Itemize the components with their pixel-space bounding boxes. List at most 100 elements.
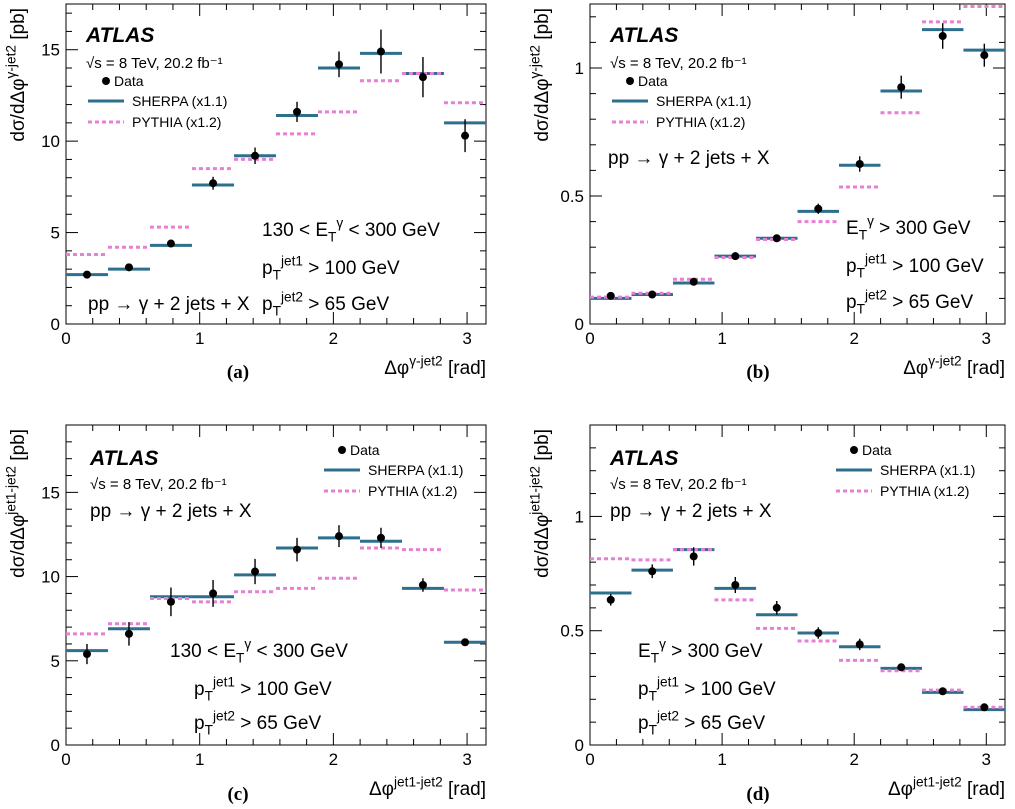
cut-annotation: pTjet2 > 65 GeV (262, 289, 389, 318)
y-tick-label: 1 (575, 507, 584, 526)
data-point (855, 160, 864, 168)
legend-data-label: Data (114, 73, 144, 89)
data-point (689, 552, 698, 561)
panel-caption: (a) (227, 362, 249, 383)
x-tick-label: 2 (849, 329, 858, 348)
x-axis-title: Δφγ-jet2 [rad] (384, 353, 486, 379)
y-tick-label: 0 (51, 736, 60, 755)
cut-annotation: pTjet1 > 100 GeV (194, 674, 332, 703)
y-tick-label: 1 (575, 59, 584, 78)
y-axis-title: dσ/dΔφγ-jet2 [pb] (3, 8, 29, 142)
legend-data-label: Data (350, 442, 380, 458)
panel-caption: (b) (746, 362, 769, 383)
y-tick-label: 0.5 (560, 187, 584, 206)
legend-pythia-label: PYTHIA (x1.2) (656, 114, 745, 130)
energy-label: √s = 8 TeV, 20.2 fb⁻¹ (610, 476, 747, 493)
data-point (124, 629, 133, 638)
data-point (251, 567, 260, 576)
data-point (166, 597, 175, 606)
panel-caption: (d) (746, 784, 769, 805)
data-point (418, 73, 427, 82)
y-axis-title: dσ/dΔφjet1-jet2 [pb] (527, 429, 553, 578)
chart-panel-a: 0 1 2 3 0 5 10 15 ATLAS √s = 8 TeV, 20.2 fb⁻¹Data… (3, 3, 487, 383)
y-tick-label: 15 (41, 483, 60, 502)
cut-annotation: pp → γ + 2 jets + X (88, 294, 250, 315)
y-tick-label: 0.5 (560, 622, 584, 641)
data-point (293, 545, 302, 554)
x-tick-label: 2 (849, 750, 858, 769)
plot-frame (65, 3, 487, 325)
data-point (209, 179, 218, 188)
x-tick-label: 2 (329, 750, 338, 769)
data-point (897, 663, 906, 672)
x-tick-label: 0 (61, 329, 70, 348)
y-tick-label: 5 (51, 224, 60, 243)
data-point (166, 239, 175, 248)
cut-annotation: ETγ > 300 GeV (638, 636, 763, 665)
y-tick-label: 0 (575, 315, 584, 334)
data-point (731, 581, 740, 589)
data-point (814, 629, 823, 637)
x-tick-label: 1 (717, 329, 726, 348)
cut-annotation: pTjet2 > 65 GeV (846, 287, 973, 316)
y-tick-label: 10 (41, 568, 60, 587)
data-point (334, 60, 343, 69)
y-tick-label: 5 (51, 652, 60, 671)
x-tick-label: 2 (329, 329, 338, 348)
data-point (418, 581, 427, 589)
legend-pythia-label: PYTHIA (x1.2) (132, 114, 221, 130)
x-tick-label: 0 (61, 750, 70, 769)
x-tick-label: 3 (982, 329, 991, 348)
x-tick-label: 0 (585, 329, 594, 348)
cut-annotation: ETγ > 300 GeV (846, 213, 971, 242)
data-point (376, 47, 385, 56)
cut-annotation: pp → γ + 2 jets + X (610, 501, 772, 522)
plot-frame (589, 3, 1006, 325)
panel-caption: (c) (227, 784, 248, 805)
data-point (376, 533, 385, 542)
data-point (461, 638, 470, 647)
data-point (606, 595, 615, 604)
data-point (855, 640, 864, 649)
x-tick-label: 3 (462, 750, 471, 769)
data-point (648, 290, 657, 299)
cut-annotation: pp → γ + 2 jets + X (90, 501, 252, 522)
data-point (938, 687, 947, 696)
legend-pythia-label: PYTHIA (x1.2) (368, 483, 457, 499)
cut-annotation: pTjet1 > 100 GeV (846, 251, 984, 280)
x-tick-label: 0 (585, 750, 594, 769)
data-point (772, 234, 781, 243)
x-axis-title: Δφγ-jet2 [rad] (903, 353, 1005, 379)
legend-data-marker (338, 446, 346, 454)
cut-annotation: 130 < ETγ < 300 GeV (262, 215, 440, 244)
y-axis-title: dσ/dΔφγ-jet2 [pb] (527, 8, 553, 142)
cut-annotation: pTjet2 > 65 GeV (638, 708, 765, 737)
data-point (82, 270, 91, 279)
x-tick-label: 3 (982, 750, 991, 769)
atlas-label: ATLAS (85, 24, 154, 47)
data-point (689, 277, 698, 286)
legend-data-label: Data (638, 73, 668, 89)
x-tick-label: 1 (195, 750, 204, 769)
legend-data-marker (102, 77, 110, 85)
data-point (82, 650, 91, 659)
y-tick-label: 0 (51, 315, 60, 334)
legend-data-marker (850, 446, 858, 454)
cut-annotation: pTjet1 > 100 GeV (638, 674, 776, 703)
legend-sherpa-label: SHERPA (x1.1) (656, 93, 751, 109)
data-point (606, 291, 615, 300)
x-axis-title: Δφjet1-jet2 [rad] (369, 774, 486, 800)
legend-sherpa-label: SHERPA (x1.1) (368, 462, 463, 478)
energy-label: √s = 8 TeV, 20.2 fb⁻¹ (610, 55, 747, 72)
energy-label: √s = 8 TeV, 20.2 fb⁻¹ (86, 55, 223, 72)
chart-panel-c: 0 1 2 3 0 5 10 15 ATLAS √s = 8 TeV, 20.2 fb⁻¹ Data… (3, 424, 487, 805)
data-point (938, 32, 947, 40)
atlas-label: ATLAS (609, 447, 678, 470)
data-point (251, 151, 260, 160)
cut-annotation: pTjet1 > 100 GeV (262, 253, 400, 282)
cut-annotation: pTjet2 > 65 GeV (194, 708, 321, 737)
legend-data-marker (626, 77, 634, 85)
y-tick-label: 15 (41, 41, 60, 60)
